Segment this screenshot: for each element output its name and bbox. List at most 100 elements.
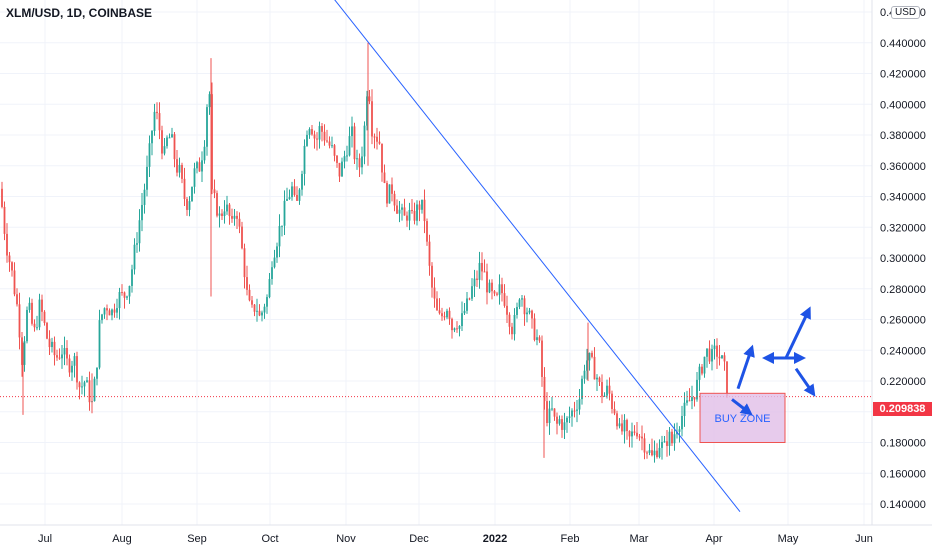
- candle-body: [423, 199, 426, 222]
- candle-body: [208, 94, 211, 108]
- candle-body: [321, 126, 323, 132]
- candle-body: [463, 310, 466, 314]
- candle-body: [36, 327, 38, 329]
- candle-body: [348, 136, 351, 156]
- candle-body: [271, 267, 273, 280]
- candle-body: [516, 306, 518, 315]
- candle-body: [378, 141, 381, 144]
- candle-body: [406, 215, 408, 221]
- candle-body: [468, 298, 471, 300]
- y-tick-label: 0.220000: [880, 376, 926, 388]
- candle-body: [691, 397, 693, 402]
- annotation-arrow[interactable]: [794, 367, 816, 397]
- candle-body: [521, 298, 523, 300]
- candle-body: [288, 197, 291, 200]
- candle-body: [391, 184, 393, 194]
- candle-body: [643, 438, 646, 453]
- candle-body: [93, 378, 96, 402]
- candle-body: [13, 270, 16, 295]
- annotation-arrow[interactable]: [784, 306, 811, 359]
- candle-body: [673, 434, 676, 444]
- candle-body: [446, 310, 448, 318]
- candle-body: [248, 289, 251, 301]
- candle-body: [616, 413, 618, 427]
- candle-body: [506, 305, 508, 315]
- candle-body: [46, 322, 48, 339]
- candle-body: [11, 262, 13, 271]
- time-axis[interactable]: Jul Aug Sep Oct Nov Dec 2022 Feb Mar Apr May Jun: [38, 533, 873, 545]
- candle-body: [286, 199, 288, 201]
- candle-body: [166, 137, 168, 147]
- candle-body: [338, 162, 341, 177]
- candle-body: [591, 352, 593, 357]
- candle-body: [263, 306, 266, 313]
- candle-body: [641, 436, 643, 439]
- chart-annotations[interactable]: BUY ZONE: [699, 306, 816, 443]
- candle-body: [698, 366, 701, 380]
- candle-body: [418, 204, 421, 210]
- candle-body: [568, 416, 571, 418]
- candle-body: [693, 397, 696, 400]
- x-tick-label: Dec: [409, 533, 429, 545]
- candle-body: [176, 159, 178, 173]
- candle-body: [703, 356, 706, 374]
- candle-body: [316, 138, 318, 140]
- trendline[interactable]: [320, 0, 741, 512]
- candle-body: [663, 441, 666, 443]
- candlestick-series: [1, 42, 728, 463]
- x-tick-label: Aug: [112, 533, 132, 545]
- y-tick-label: 0.400000: [880, 99, 926, 111]
- candle-body: [411, 209, 413, 211]
- candle-body: [96, 367, 98, 379]
- candle-body: [433, 287, 436, 299]
- candle-body: [561, 419, 563, 430]
- candle-body: [141, 204, 143, 221]
- candle-body: [441, 313, 443, 317]
- candle-body: [608, 385, 611, 394]
- price-axis[interactable]: 0.4600000.4400000.4200000.4000000.380000…: [880, 7, 926, 511]
- candle-body: [473, 278, 476, 287]
- candle-body: [666, 441, 668, 446]
- candle-body: [593, 356, 596, 380]
- candle-body: [481, 262, 483, 272]
- candle-body: [651, 450, 653, 456]
- candle-body: [471, 286, 473, 299]
- candle-body: [58, 357, 61, 359]
- candle-body: [363, 125, 366, 157]
- candle-body: [23, 341, 26, 365]
- candle-body: [706, 348, 708, 357]
- buy-zone-box[interactable]: [699, 392, 786, 443]
- candle-body: [461, 313, 463, 327]
- candle-body: [273, 257, 276, 268]
- currency-button[interactable]: USD: [891, 6, 921, 19]
- candle-body: [621, 423, 623, 432]
- candle-body: [478, 262, 481, 280]
- candle-body: [323, 131, 326, 141]
- candle-body: [443, 316, 446, 318]
- annotation-arrow[interactable]: [731, 398, 753, 416]
- y-tick-label: 0.360000: [880, 161, 926, 173]
- candle-body: [138, 220, 141, 244]
- candle-body: [726, 361, 728, 396]
- candle-body: [256, 310, 258, 312]
- candle-body: [296, 194, 298, 201]
- candle-body: [198, 162, 201, 172]
- candle-body: [646, 452, 648, 454]
- candle-body: [186, 198, 188, 210]
- candle-body: [541, 340, 543, 377]
- candle-body: [173, 134, 176, 160]
- candle-body: [43, 311, 46, 323]
- y-tick-label: 0.260000: [880, 315, 926, 327]
- candle-body: [558, 419, 561, 424]
- candle-body: [483, 271, 486, 273]
- candle-body: [683, 402, 686, 417]
- candle-body: [126, 296, 128, 298]
- annotation-arrow[interactable]: [736, 344, 755, 390]
- candle-body: [583, 370, 586, 379]
- candle-body: [233, 215, 236, 219]
- candle-body: [581, 378, 583, 400]
- candle-body: [106, 308, 108, 311]
- candle-body: [231, 216, 233, 219]
- candle-body: [53, 341, 56, 356]
